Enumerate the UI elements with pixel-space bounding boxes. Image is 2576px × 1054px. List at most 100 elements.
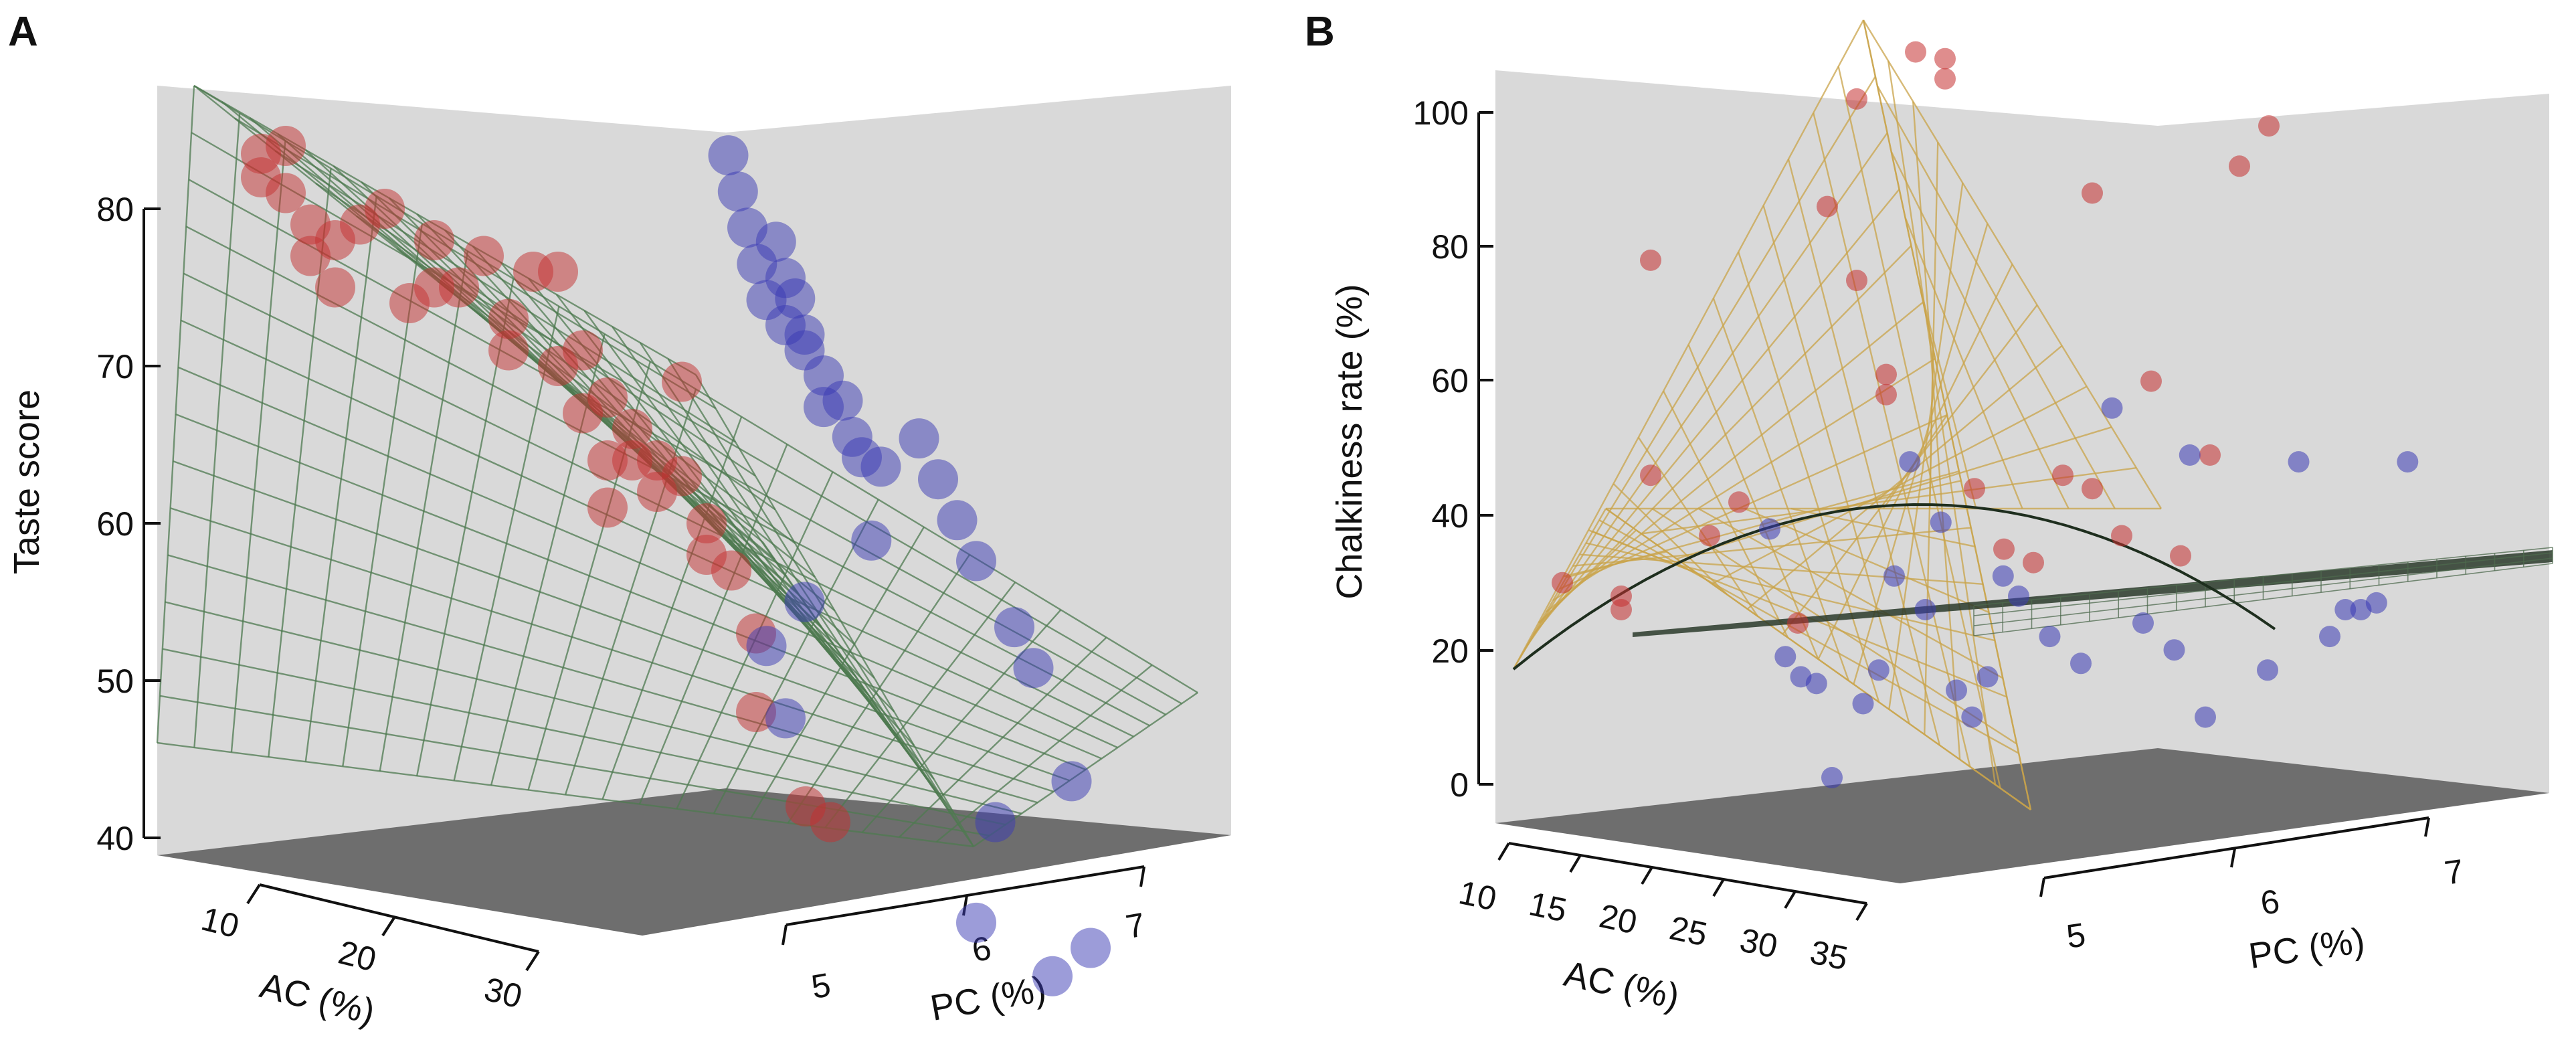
data-point-blue [1071, 928, 1111, 968]
data-point-red [315, 267, 355, 308]
mesh-line [1697, 507, 2003, 679]
data-point-blue [899, 418, 939, 459]
panel-b-pc-ticks [2039, 817, 2430, 897]
panel-b-z-tick-label: 80 [1431, 228, 1469, 266]
panel-a-pc-axis [786, 865, 1145, 926]
data-point-blue [746, 626, 787, 667]
panel-b-ac-axis [1508, 842, 1867, 905]
panel-a-ac-tick-label: 10 [197, 900, 243, 946]
panel-b-z-ticks [1479, 111, 1493, 786]
panel-a-points [241, 126, 1111, 996]
data-point-red [1787, 612, 1809, 634]
data-point-blue [1976, 666, 1999, 688]
mesh-line [695, 374, 975, 847]
panel-b-left-wall [1495, 70, 2158, 823]
data-point-blue [784, 315, 825, 355]
data-point-blue [1899, 451, 1921, 473]
data-point-red [662, 456, 702, 497]
panel-b-z-tick-label: 40 [1431, 497, 1469, 535]
panel-a-z-tick-label: 50 [96, 663, 134, 700]
mesh-line [177, 366, 1102, 760]
panel-b-pc-axis-title: PC (%) [2246, 920, 2367, 976]
data-point-red [1934, 68, 1956, 90]
panel-b-z-tick-label: 100 [1413, 94, 1469, 132]
data-point-blue [1805, 673, 1827, 695]
panel-b-fitted-surfaces [1512, 19, 2553, 810]
mesh-line [165, 601, 1022, 814]
data-point-red [2023, 551, 2044, 574]
mesh-line [1512, 19, 1865, 670]
data-point-blue [994, 607, 1034, 648]
mesh-line [1519, 76, 1876, 658]
data-point-blue [2008, 585, 2029, 607]
data-point-blue [1013, 648, 1054, 689]
panel-b-points [1552, 41, 2419, 788]
panel-a-z-tick-label: 70 [96, 348, 134, 385]
data-point-blue [1759, 518, 1780, 540]
panel-a-label: A [8, 9, 38, 55]
mesh-line [1546, 301, 1924, 613]
panel-a-pc-tick-label: 7 [1123, 905, 1147, 946]
panel-b-z-tick-label: 20 [1431, 632, 1469, 670]
mesh-line [1928, 349, 1934, 509]
data-point-blue [2195, 706, 2216, 728]
data-point-blue [1930, 511, 1952, 533]
data-point-blue [1946, 679, 1967, 701]
mesh-line [1598, 519, 2019, 754]
data-point-red [1875, 383, 1897, 406]
data-point-red [365, 189, 405, 229]
panel-a-ac-ticks [246, 883, 540, 972]
data-point-red [439, 267, 479, 308]
mesh-line [1973, 552, 2553, 616]
mesh-line [162, 648, 1006, 826]
data-point-blue [975, 802, 1016, 843]
data-point-blue [1867, 659, 1890, 681]
data-point-red [1905, 41, 1926, 63]
data-point-blue [2179, 444, 2201, 466]
mesh-line [1973, 563, 2553, 636]
data-point-red [612, 409, 652, 449]
data-point-blue [2039, 626, 2061, 648]
panel-a-z-ticks [144, 207, 161, 839]
data-point-blue [2132, 612, 2154, 634]
panel-a-z-tick-label: 80 [96, 191, 134, 228]
data-point-blue [1032, 956, 1073, 996]
panel-b-pc-axis [2043, 816, 2429, 879]
data-point-red [1640, 464, 1661, 487]
panel-b-z-tick-label: 60 [1431, 362, 1469, 400]
panel-a-z-tick-label: 60 [96, 505, 134, 543]
data-point-red [464, 236, 504, 276]
data-point-blue [956, 902, 996, 943]
mesh-line [1973, 557, 2553, 626]
data-point-blue [775, 278, 816, 319]
mesh-line [1890, 151, 2069, 509]
data-point-red [1699, 525, 1720, 547]
panel-b-ac-ticks [1497, 842, 1868, 921]
mesh-line [1862, 19, 2163, 509]
data-point-blue [2350, 599, 2372, 620]
mesh-line [1973, 547, 2553, 606]
series-blue [1759, 397, 2419, 788]
mesh-line [583, 310, 927, 780]
data-point-blue [708, 135, 749, 176]
panel-b-ac-tick-label: 15 [1526, 885, 1570, 929]
data-point-red [1846, 270, 1867, 291]
data-point-blue [937, 500, 978, 541]
data-point-blue [1821, 767, 1843, 788]
data-point-red [1934, 48, 1956, 70]
mesh-line [175, 413, 1086, 771]
data-point-red [1552, 572, 1573, 594]
mesh-line [1876, 85, 2116, 509]
panel-a-floor [157, 788, 1231, 936]
data-point-red [488, 298, 529, 339]
data-point-red [1846, 88, 1867, 110]
panel-b-ac-tick-label: 25 [1667, 909, 1711, 953]
panel-b-right-wall [2158, 94, 2549, 793]
panel-a-ac-axis [259, 883, 539, 953]
series-red [241, 126, 850, 843]
mesh-line [1552, 357, 1936, 602]
panel-b-label: B [1305, 9, 1335, 55]
panel-b-ac-tick-label: 35 [1807, 933, 1851, 977]
